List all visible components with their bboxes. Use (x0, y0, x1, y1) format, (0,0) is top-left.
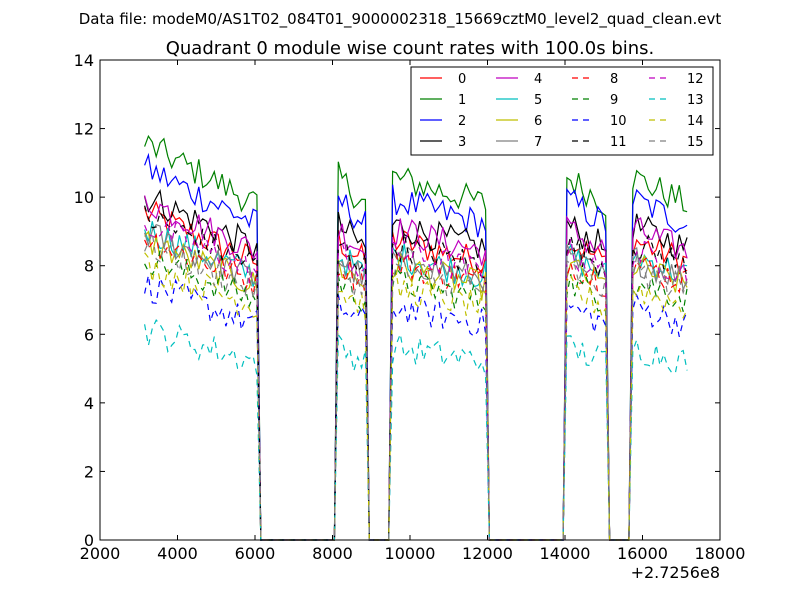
legend-label-9: 9 (610, 93, 618, 108)
y-tick-label: 10 (74, 188, 94, 207)
legend-label-4: 4 (534, 72, 542, 87)
legend-label-7: 7 (534, 135, 542, 150)
legend-label-8: 8 (610, 72, 618, 87)
x-tick-label: 18000 (695, 544, 746, 563)
series-line-15 (144, 231, 688, 541)
series-line-14 (144, 252, 688, 541)
series-line-9 (144, 250, 688, 541)
x-tick-label: 6000 (235, 544, 276, 563)
legend-label-1: 1 (458, 93, 466, 108)
legend-frame (410, 66, 714, 156)
series-line-8 (144, 232, 688, 541)
chart-title: Quadrant 0 module wise count rates with … (166, 38, 655, 59)
legend-label-2: 2 (458, 114, 466, 129)
legend-label-11: 11 (610, 135, 627, 150)
series-line-10 (144, 275, 688, 541)
x-tick-label: 4000 (157, 544, 198, 563)
y-tick-label: 6 (84, 325, 94, 344)
series-line-4 (144, 195, 688, 541)
legend-label-14: 14 (687, 114, 704, 129)
x-tick-label: 8000 (312, 544, 353, 563)
y-tick-label: 12 (74, 120, 94, 139)
figure-suptitle: Data file: modeM0/AS1T02_084T01_90000023… (79, 10, 722, 29)
y-tick-label: 2 (84, 462, 94, 481)
y-tick-label: 14 (74, 51, 94, 70)
series-line-12 (144, 218, 688, 541)
x-offset-label: +2.7256e8 (631, 563, 720, 582)
series-layer (144, 134, 688, 541)
y-tick-label: 0 (84, 531, 94, 550)
legend-label-6: 6 (534, 114, 542, 129)
x-tick-label: 2000 (80, 544, 121, 563)
series-line-11 (144, 205, 688, 541)
legend-label-13: 13 (687, 93, 704, 108)
y-tick-label: 4 (84, 394, 94, 413)
legend-label-0: 0 (458, 72, 466, 87)
x-tick-label: 12000 (462, 544, 513, 563)
legend-label-3: 3 (458, 135, 466, 150)
legend-label-15: 15 (687, 135, 704, 150)
ticks-layer: 2000 4000 6000 8000 10000 12000 14000 16000 1800… (74, 51, 746, 563)
series-line-2 (144, 152, 688, 541)
legend-label-5: 5 (534, 93, 542, 108)
legend-label-12: 12 (687, 72, 704, 87)
y-tick-label: 8 (84, 257, 94, 276)
x-tick-label: 14000 (540, 544, 591, 563)
legend-label-10: 10 (610, 114, 627, 129)
x-tick-label: 10000 (385, 544, 436, 563)
x-tick-label: 16000 (617, 544, 668, 563)
series-line-13 (144, 318, 688, 541)
series-line-1 (144, 134, 688, 541)
